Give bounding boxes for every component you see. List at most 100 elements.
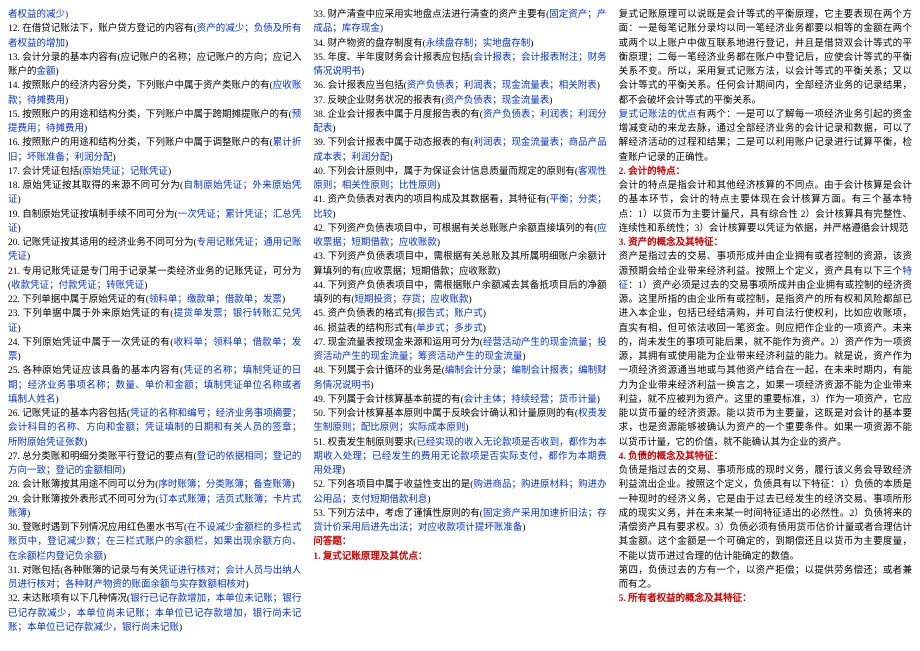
highlight-text: 平衡；分类；比较 <box>313 195 606 219</box>
text-line: 25. 各种原始凭证应该具备的基本内容有(凭证的名称；填制凭证的日期；经济业务事… <box>8 364 301 407</box>
text-line: 44. 下列资产负债表项目中，需根据账户余额减去其备抵项目后的净额填列的有(短期… <box>313 279 606 308</box>
highlight-text: 自制原始凭证；外来原始凭证 <box>8 181 301 205</box>
text-line: 15. 按照账户的用途和结构分类，下列账户中属于跨期摊提账户的有(预提费用；待摊… <box>8 108 301 137</box>
highlight-text: 编制会计分录；编制会计报表；编制财务情况说明书 <box>313 366 606 390</box>
highlight-text: 在不设减少金额栏的多栏式账页中，登记减少数；在三栏式账户的余额栏，如果出现余额方… <box>8 523 301 562</box>
text-line: 21. 专用记账凭证是专门用于记录某一类经济业务的记账凭证，可分为(收款凭证；付… <box>8 265 301 294</box>
text-line: 51. 权责发生制原则要求(已经实现的收入无论款项是否收到，都作为本期收入处理；… <box>313 436 606 479</box>
text-line: 27. 总分类账和明细分类账平行登记的要点有(登记的依据相同；登记的方向一致；登… <box>8 450 301 479</box>
text-line: 41. 资产负债表对表内的项目构成及其数据看，其特征有(平衡；分类；比较) <box>313 193 606 222</box>
section-heading: 5. 所有者权益的概念及其特征： <box>619 592 912 606</box>
text-line: 29. 会计账簿按外表形式不同可分为(订本式账簿；活页式账簿；卡片式账簿) <box>8 493 301 522</box>
highlight-text: 凭证的名称；填制凭证的日期；经济业务事项名称；数量、单价和金额；填制凭证单位名称… <box>8 366 301 405</box>
highlight-text: 金额 <box>37 67 56 77</box>
highlight-text: 已经实现的收入无论款项是否收到，都作为本期收入处理；已经发生的费用无论款项是否实… <box>313 438 606 477</box>
text-line: 50. 下列会计核算基本原则中属于反映会计确认和计量原则的有(权责发生制原则；配… <box>313 407 606 436</box>
section-heading: 4. 负债的概念及其特征： <box>619 450 912 464</box>
highlight-text: 利润表；现金流量表；商品产品成本表；利润分配 <box>313 138 606 162</box>
highlight-text: 复式记账法的优点 <box>619 110 697 120</box>
highlight-text: 会计报表；会计报表附注；财务情况说明书 <box>313 53 606 77</box>
section-heading: 问答题： <box>313 535 606 549</box>
highlight-text: 成品；库存现金) <box>313 24 383 34</box>
text-line: 24. 下列原始凭证中属于一次凭证的有(收料单；领料单；借款单；发票) <box>8 336 301 365</box>
highlight-text: 经营活动产生的现金流量；投资活动产生的现金流量；筹资活动产生的现金流量 <box>313 338 606 362</box>
highlight-text: 累计折旧；坏账准备；利润分配 <box>8 138 301 162</box>
text-line: 33. 财产清查中应采用实地盘点法进行清查的资产主要有(固定资产；产 <box>313 8 606 22</box>
highlight-text: 短期投资；存货；应收账款 <box>355 295 469 305</box>
text-line: 28. 会计账簿按其用途不同可以分为(序时账簿；分类账簿；备查账簿) <box>8 478 301 492</box>
text-line: 成品；库存现金) <box>313 22 606 36</box>
highlight-text: 者权益的减少) <box>8 10 68 20</box>
text-line: 复式记账原理可以说既是会计等式的平衡原理，它主要表现在两个方面：一是每笔记账分录… <box>619 8 912 108</box>
highlight-text: 专用记账凭证；通用记账凭证 <box>8 238 301 262</box>
highlight-text: 客观性原则；相关性原则；比性原则 <box>313 167 606 191</box>
text-line: 18. 原始凭证按其取得的来源不同可分为(自制原始凭证；外来原始凭证) <box>8 179 301 208</box>
text-line: 42. 下列资产负债表项目中，可根据有关总账账户余额直接填列的有(应收票据；短期… <box>313 222 606 251</box>
text-line: 37. 反映企业财务状况的报表有(资产负债表；现金流量表) <box>313 94 606 108</box>
text-line: 47. 现金流量表按现金来源和运用可分为(经营活动产生的现金流量；投资活动产生的… <box>313 336 606 365</box>
highlight-text: 凭证的名称和编号；经济业务事项摘要；会计科目的名称、方向和金额；凭证填制的日期和… <box>8 409 301 448</box>
highlight-text: 应收票据；短期借款；应收账款 <box>313 224 606 248</box>
text-line: 会计的特点是指会计和其他经济核算的不同点。由于会计核算是会计的基本环节，会计的特… <box>619 179 912 236</box>
document-body: 者权益的减少) 12. 在借贷记账法下，账户贷方登记的内容有(资产的减少；负债及所… <box>8 8 920 643</box>
text-line: 复式记账法的优点有两个：一是可以了解每一项经济业务引起的资金增减变动的来龙去脉，… <box>619 108 912 165</box>
text-line: 20. 记账凭证按其适用的经济业务不同可分为(专用记账凭证；通用记账凭证) <box>8 236 301 265</box>
text-line: 36. 会计报表应当包括(资产负债表；利润表；现金流量表；相关附表) <box>313 79 606 93</box>
text-line: 48. 下列属于会计循环的业务是(编制会计分录；编制会计报表；编制财务情况说明书… <box>313 364 606 393</box>
text-line: 12. 在借贷记账法下，账户贷方登记的内容有(资产的减少；负债及所有者权益的增加… <box>8 22 301 51</box>
text-line: 30. 登账时遇到下列情况应用红色墨水书写(在不设减少金额栏的多栏式账页中，登记… <box>8 521 301 564</box>
highlight-text: 单步式；多步式 <box>416 324 483 334</box>
text-line: 22. 下列单据中属于原始凭证的有(领料单；缴款单；借款单；发票) <box>8 293 301 307</box>
highlight-text: 序时账簿；分类账簿；备查账簿 <box>158 480 291 490</box>
text-line: 第四，负债过去的方有一个，以资产拒偿；以提供劳务偿还；或者兼而有之。 <box>619 564 912 593</box>
highlight-text: 登记的依据相同；登记的方向一致；登记的金额相同 <box>8 452 301 476</box>
section-heading: 1. 复式记账原理及其优点： <box>313 550 606 564</box>
text-line: 32. 未达账项有以下几种情况(银行已记存款增加，本单位未记账；银行已记存款减少… <box>8 592 301 635</box>
highlight-text: 资产的减少；负债及所有者权益的增加 <box>8 24 301 48</box>
highlight-text: 银行已记存款增加，本单位未记账；银行已记存款减少，本单位尚未记账；本单位已记存款… <box>8 594 301 633</box>
section-heading: 3. 资产的概念及其特征： <box>619 236 912 250</box>
text-line: 39. 下列会计报表中属于动态报表的有(利润表；现金流量表；商品产品成本表；利润… <box>313 136 606 165</box>
highlight-text: 提货单发票；银行转账汇兑凭证 <box>8 309 301 333</box>
highlight-text: 报告式；账户式 <box>416 309 483 319</box>
highlight-text: 固定资产采用加速折旧法；存货计价采用后进先出法；对应收款项计提坏账准备 <box>313 509 606 533</box>
section-heading: 2. 会计的特点： <box>619 165 912 179</box>
highlight-text: 收料单；领料单；借款单；发票 <box>8 338 301 362</box>
text-line: 14. 按照账户的经济内容分类，下列账户中属于资产类账户的有(应收账款；待摊费用… <box>8 79 301 108</box>
text-line: 31. 对账包括(各种账簿的记录与有关凭证进行核对；会计人员与出纳人员进行核对；… <box>8 564 301 593</box>
text-line: 40. 下列会计原则中，属于为保证会计信息质量而规定的原则有(客观性原则；相关性… <box>313 165 606 194</box>
highlight-text: 应收账款；待摊费用 <box>8 81 301 105</box>
text-line: 资产是指过去的交易、事项形成并由企业拥有或者控制的资源，该资源预期会给企业带来经… <box>619 250 912 450</box>
highlight-text: 永续盘存制；实地盘存制 <box>426 39 531 49</box>
text-line: 23. 下列单据中属于外来原始凭证的有(提货单发票；银行转账汇兑凭证) <box>8 307 301 336</box>
text-line: 17. 会计凭证包括(原始凭证；记账凭证) <box>8 165 301 179</box>
highlight-text: 资产负债表；现金流量表 <box>445 96 550 106</box>
text-line: 52. 下列各项目中属于收益性支出的是(购进商品；购进原材料；购进办公用品；支付… <box>313 478 606 507</box>
highlight-text: 购进商品；购进原材料；购进办公用品；支付短期借款利息 <box>313 480 606 504</box>
text-line: 45. 资产负债表的格式有(报告式；账户式) <box>313 307 606 321</box>
text-line: 38. 企业会计报表中属于月度报告表的有(资产负债表；利润表；利润分配表) <box>313 108 606 137</box>
highlight-text: 会计主体；持续经营；货币计量 <box>464 395 597 405</box>
highlight-text: 资产负债表；利润表；现金流量表；相关附表 <box>407 81 597 91</box>
text-line: 43. 下列资产负债表项目中，需根据有关总账及其所属明细账户余额计算填列的有(应… <box>313 250 606 279</box>
text-line: 16. 按照账户的用途和结构分类，下列账户中属于调整账户的有(累计折旧；坏账准备… <box>8 136 301 165</box>
text-line: 19. 自制原始凭证按填制手续不同可分为(一次凭证；累计凭证；汇总凭证) <box>8 208 301 237</box>
text-line: 13. 会计分录的基本内容有(应记账户的名称；应记账户的方向；应记入账户的金额) <box>8 51 301 80</box>
highlight-text: 领料单；缴款单；借款单；发票 <box>149 295 282 305</box>
highlight-text: 固定资产；产 <box>549 10 606 20</box>
highlight-text: 一次凭证；累计凭证；汇总凭证 <box>8 210 301 234</box>
highlight-text: 权责发生制原则；配比原则；实际成本原则 <box>313 409 606 433</box>
text-line: 34. 财产物资的盘存制度有(永续盘存制；实地盘存制) <box>313 37 606 51</box>
text-line: 46. 损益表的结构形式有(单步式；多步式) <box>313 322 606 336</box>
highlight-text: 资产负债表；利润表；利润分配表 <box>313 110 606 134</box>
highlight-text: 收款凭证；付款凭证；转账凭证 <box>11 281 144 291</box>
highlight-text: 凭证进行核对；会计人员与出纳人员进行核对；各种财产物资的账面余额与实存数额相核对 <box>8 566 301 590</box>
highlight-text: 订本式账簿；活页式账簿；卡片式账簿 <box>8 495 301 519</box>
text-line: 26. 记账凭证的基本内容包括(凭证的名称和编号；经济业务事项摘要；会计科目的名… <box>8 407 301 450</box>
text-line: 53. 下列方法中，考虑了谨慎性原则的有(固定资产采用加速折旧法；存货计价采用后… <box>313 507 606 536</box>
highlight-text: 原始凭证；记账凭证 <box>82 167 168 177</box>
text-line: 者权益的减少) <box>8 8 301 22</box>
text-line: 负债是指过去的交易、事项形成的现时义务，履行该义务会导致经济利益流出企业。按照这… <box>619 464 912 564</box>
text-line: 35. 年度、半年度财务会计报表应包括(会计报表；会计报表附注；财务情况说明书) <box>313 51 606 80</box>
highlight-text: 特征 <box>619 267 912 291</box>
